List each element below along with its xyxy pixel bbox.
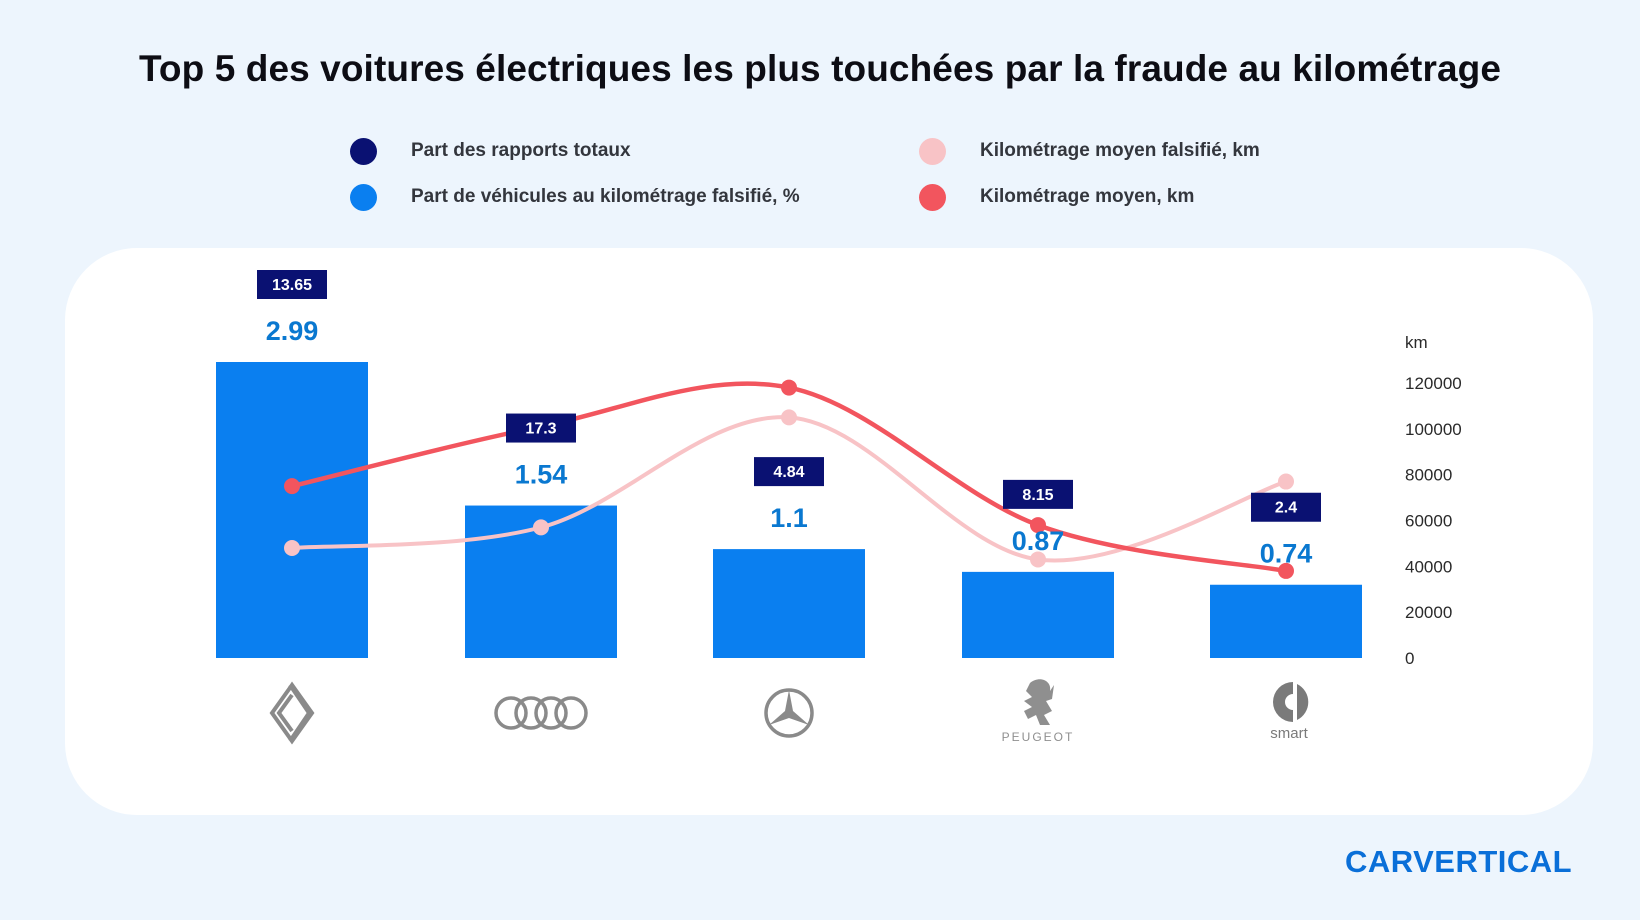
- legend-label: Part de véhicules au kilométrage falsifi…: [411, 186, 800, 207]
- point-avg-km: [1278, 562, 1294, 579]
- bar-value-label: 0.74: [1260, 539, 1313, 569]
- mercedes-logo-icon: [764, 688, 814, 738]
- share-box-label: 8.15: [1022, 487, 1053, 504]
- point-avg-km: [284, 478, 300, 495]
- axis-tick-label: 0: [1405, 649, 1414, 668]
- legend-dot-icon: [350, 137, 377, 165]
- legend-dot-icon: [919, 137, 946, 165]
- carvertical-logo: CARVERTICAL: [1345, 844, 1573, 879]
- share-box-label: 4.84: [773, 464, 804, 481]
- legend-label: Kilométrage moyen falsifié, km: [980, 140, 1260, 161]
- point-avg-km: [781, 379, 797, 396]
- peugeot-logo-text: PEUGEOT: [1002, 730, 1075, 744]
- legend-dot-icon: [350, 183, 377, 211]
- share-box: [754, 457, 824, 487]
- share-box: [257, 270, 327, 299]
- point-avg-falsified-km: [1030, 551, 1046, 568]
- chart-title: Top 5 des voitures électriques les plus …: [138, 48, 1502, 89]
- bar-value-label: 1.1: [770, 503, 808, 533]
- legend-item-share-reports: Part des rapports totaux: [350, 136, 631, 166]
- bar: [713, 549, 865, 658]
- axis-tick-label: 40000: [1405, 557, 1452, 576]
- bar-value-label: 1.54: [515, 460, 568, 490]
- share-box-label: 2.4: [1275, 500, 1297, 517]
- legend-item-avg-km: Kilométrage moyen, km: [919, 182, 1194, 212]
- share-box-label: 13.65: [272, 277, 312, 294]
- axis-tick-label: 120000: [1405, 374, 1462, 393]
- legend-item-avg-falsified-km: Kilométrage moyen falsifié, km: [919, 136, 1260, 166]
- bar-value-label: 0.87: [1012, 526, 1065, 556]
- point-avg-falsified-km: [284, 540, 300, 556]
- bar: [216, 362, 368, 658]
- bar-value-label: 2.99: [266, 316, 319, 346]
- peugeot-logo-icon: PEUGEOT: [1002, 679, 1075, 744]
- point-avg-km: [1030, 517, 1046, 534]
- smart-logo-text: smart: [1270, 725, 1308, 742]
- legend-label: Kilométrage moyen, km: [980, 186, 1195, 207]
- share-box-label: 17.3: [525, 421, 556, 438]
- point-avg-falsified-km: [533, 519, 549, 536]
- share-box: [506, 413, 576, 443]
- legend-label: Part des rapports totaux: [411, 140, 631, 161]
- point-avg-falsified-km: [1278, 473, 1294, 490]
- bar: [1210, 584, 1362, 658]
- axis-unit-label: km: [1405, 333, 1428, 352]
- point-avg-falsified-km: [781, 409, 797, 426]
- share-box: [1003, 479, 1073, 509]
- line-avg-falsified-km: [290, 415, 1288, 563]
- legend-item-share-vehicles: Part de véhicules au kilométrage falsifi…: [350, 182, 800, 212]
- renault-logo-icon: [269, 681, 315, 745]
- share-box: [1251, 492, 1321, 522]
- bar: [962, 571, 1114, 658]
- smart-logo-icon: smart: [1270, 682, 1309, 742]
- axis-tick-label: 60000: [1405, 512, 1452, 531]
- axis-tick-label: 100000: [1405, 420, 1462, 439]
- axis-tick-label: 20000: [1405, 603, 1452, 622]
- axis-tick-label: 80000: [1405, 466, 1452, 485]
- legend-dot-icon: [919, 183, 946, 211]
- audi-logo-icon: [494, 696, 588, 730]
